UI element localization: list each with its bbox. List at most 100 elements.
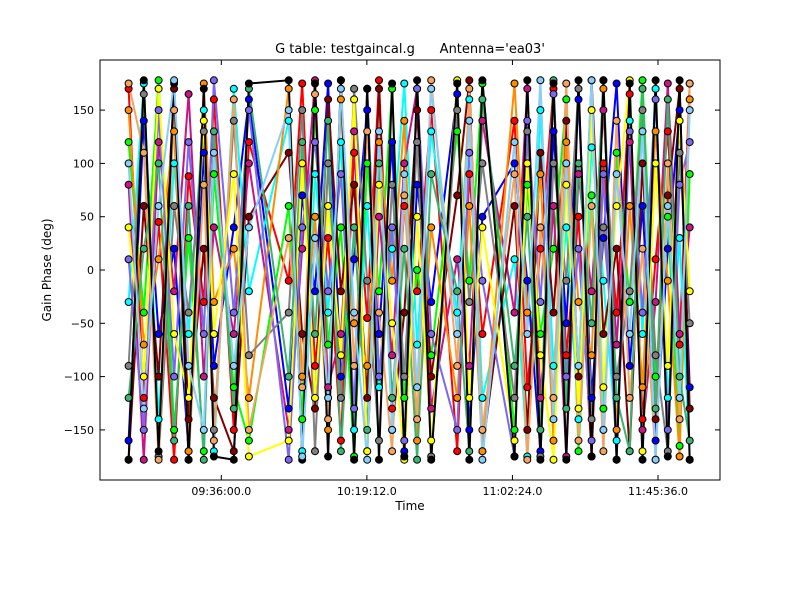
data-point — [209, 76, 218, 85]
y-tick-label: 0 — [87, 264, 94, 277]
data-point — [427, 223, 436, 232]
data-point — [363, 276, 372, 285]
data-point — [523, 383, 532, 392]
data-point — [324, 340, 333, 349]
data-point — [154, 255, 163, 264]
data-point — [685, 436, 694, 445]
x-tick-label: 09:36:00.0 — [191, 485, 251, 498]
data-point — [465, 447, 474, 456]
data-point — [184, 172, 193, 181]
data-point — [350, 404, 359, 413]
data-point — [587, 452, 596, 461]
data-point — [124, 393, 133, 402]
data-point — [400, 191, 409, 200]
data-point — [154, 218, 163, 226]
data-point — [413, 455, 422, 464]
data-point — [284, 234, 293, 242]
data-point — [229, 404, 238, 413]
data-point — [638, 425, 647, 434]
data-point — [298, 452, 307, 461]
data-point — [478, 425, 487, 434]
data-point — [199, 425, 208, 434]
data-point — [229, 116, 238, 125]
data-point — [413, 266, 422, 274]
data-point — [298, 191, 307, 200]
data-point — [651, 159, 660, 168]
data-point — [523, 455, 532, 464]
data-point — [427, 298, 436, 306]
data-point — [675, 415, 684, 424]
data-point — [638, 330, 647, 338]
data-point — [199, 106, 208, 115]
data-point — [350, 425, 359, 434]
data-point — [413, 76, 422, 85]
data-point — [244, 351, 253, 360]
data-point — [324, 383, 333, 392]
data-point — [675, 372, 684, 381]
data-point — [375, 383, 383, 392]
data-point — [587, 106, 596, 115]
data-point — [612, 148, 621, 157]
data-point — [154, 202, 163, 210]
data-point — [523, 127, 532, 136]
data-point — [574, 298, 583, 306]
data-point — [685, 95, 694, 104]
data-point — [465, 148, 474, 157]
data-point — [453, 127, 462, 136]
data-point — [638, 76, 647, 85]
data-point — [638, 244, 647, 253]
data-point — [400, 308, 409, 317]
data-point — [199, 116, 208, 125]
data-point — [298, 106, 307, 115]
data-point — [139, 148, 148, 157]
data-point — [523, 84, 532, 93]
data-point — [612, 79, 621, 88]
data-point — [523, 159, 532, 168]
data-point — [139, 372, 148, 381]
data-point — [675, 393, 684, 402]
data-point — [465, 202, 474, 210]
data-point — [311, 447, 319, 456]
data-point — [685, 79, 694, 88]
data-point — [638, 415, 647, 424]
data-point — [549, 244, 558, 253]
data-point — [549, 308, 558, 317]
data-point — [625, 298, 634, 306]
data-point — [587, 76, 596, 85]
data-point — [574, 95, 583, 104]
data-point — [363, 314, 372, 322]
data-point — [311, 393, 319, 402]
data-point — [139, 90, 148, 99]
data-point — [400, 202, 409, 210]
data-point — [574, 404, 583, 413]
data-point — [685, 138, 694, 147]
data-point — [536, 351, 545, 360]
data-point — [244, 452, 253, 461]
data-point — [229, 223, 238, 232]
data-point — [574, 436, 583, 445]
data-point — [400, 79, 409, 88]
data-point — [350, 127, 359, 136]
y-tick-label: 100 — [73, 157, 94, 170]
data-point — [453, 90, 462, 99]
data-point — [562, 138, 571, 147]
data-point — [184, 202, 193, 210]
data-point — [154, 415, 163, 424]
data-point — [413, 84, 422, 93]
chart-title: G table: testgaincal.g Antenna='ea03' — [275, 42, 545, 57]
data-point — [612, 244, 621, 253]
data-point — [363, 455, 372, 464]
data-point — [244, 138, 253, 147]
data-point — [336, 223, 345, 232]
data-point — [199, 148, 208, 157]
data-point — [388, 223, 397, 232]
data-point — [363, 127, 372, 136]
data-point — [184, 361, 193, 370]
data-point — [587, 202, 596, 210]
data-point — [612, 116, 621, 125]
data-point — [363, 425, 372, 434]
data-point — [311, 138, 319, 147]
data-point — [510, 116, 519, 125]
data-point — [244, 79, 253, 88]
data-point — [413, 180, 422, 189]
